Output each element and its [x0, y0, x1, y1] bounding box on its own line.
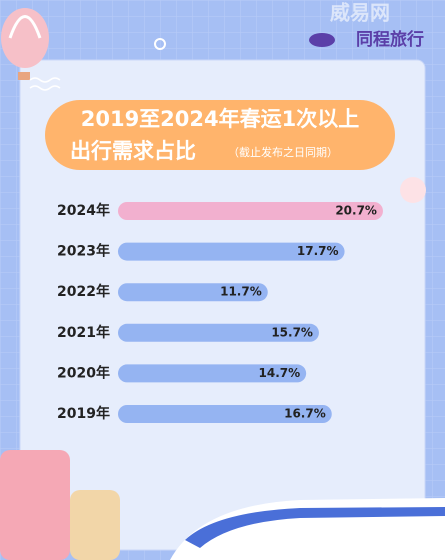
bar [118, 364, 307, 383]
train [170, 498, 445, 560]
backpack [70, 490, 120, 560]
category-label: 2023年 [57, 243, 110, 260]
balloon [1, 8, 49, 80]
bar [118, 405, 332, 423]
brand: 同程旅行 [356, 29, 424, 50]
decor-circle [154, 38, 166, 50]
value-label: 15.7% [271, 325, 313, 339]
chart-note: （截止发布之日同期） [228, 145, 338, 159]
decor-circle [400, 177, 426, 203]
watermark: 威易网 [330, 1, 390, 25]
value-label: 20.7% [335, 204, 377, 218]
bar [118, 323, 319, 342]
brand-logo [309, 33, 335, 47]
category-label: 2022年 [57, 283, 110, 300]
suitcase [0, 450, 70, 560]
value-label: 16.7% [284, 407, 326, 421]
category-label: 2021年 [57, 324, 110, 341]
category-label: 2019年 [57, 405, 110, 422]
value-label: 11.7% [220, 285, 262, 299]
category-label: 2024年 [57, 202, 110, 219]
bar [118, 283, 268, 302]
value-label: 14.7% [259, 366, 301, 380]
category-label: 2020年 [57, 364, 110, 381]
title-banner [45, 100, 395, 170]
chart-subtitle: 出行需求占比 [70, 139, 196, 163]
waves [29, 77, 61, 91]
bar [118, 242, 345, 261]
value-label: 17.7% [297, 244, 339, 258]
chart-title: 2019至2024年春运1次以上 [81, 107, 360, 131]
bar [118, 202, 383, 220]
